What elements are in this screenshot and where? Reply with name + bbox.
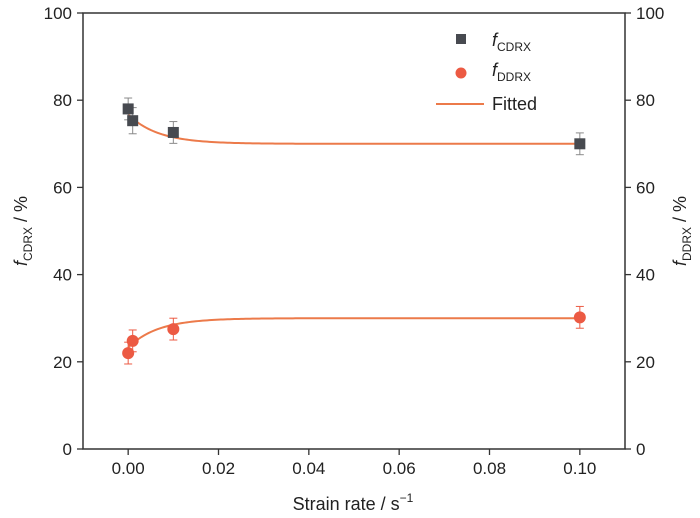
data-point-cdrx bbox=[574, 138, 586, 150]
x-tick-label: 0.00 bbox=[112, 459, 145, 478]
data-point-ddrx bbox=[167, 323, 180, 336]
x-axis-ticks: 0.00 0.02 0.04 0.06 0.08 0.10 bbox=[112, 449, 596, 478]
data-point-cdrx bbox=[122, 103, 134, 115]
x-axis-title: Strain rate / s−1 bbox=[293, 491, 414, 514]
data-point-ddrx bbox=[126, 334, 139, 347]
data-markers bbox=[122, 103, 586, 360]
legend: fCDRX fDDRX Fitted bbox=[436, 30, 537, 114]
y-left-tick-label: 100 bbox=[44, 4, 72, 23]
x-tick-label: 0.02 bbox=[202, 459, 235, 478]
x-tick-label: 0.10 bbox=[563, 459, 596, 478]
data-point-cdrx bbox=[167, 126, 179, 138]
data-point-ddrx bbox=[122, 347, 135, 360]
x-tick-label: 0.04 bbox=[292, 459, 325, 478]
fitted-curves bbox=[127, 113, 580, 349]
legend-label-ddrx: fDDRX bbox=[492, 60, 531, 84]
y-right-tick-label: 100 bbox=[636, 4, 664, 23]
legend-label-cdrx: fCDRX bbox=[492, 30, 531, 54]
y-left-tick-label: 80 bbox=[53, 91, 72, 110]
plot-frame bbox=[82, 12, 626, 450]
fitted-curve bbox=[127, 113, 580, 145]
data-point-cdrx bbox=[127, 115, 139, 127]
y-axis-right-title: fDDRX / % bbox=[670, 196, 694, 266]
y-right-tick-label: 60 bbox=[636, 178, 655, 197]
x-tick-label: 0.08 bbox=[473, 459, 506, 478]
y-left-tick-label: 60 bbox=[53, 178, 72, 197]
y-axis-left-title: fCDRX / % bbox=[11, 196, 35, 266]
y-right-tick-label: 40 bbox=[636, 266, 655, 285]
legend-label-fitted: Fitted bbox=[492, 94, 537, 114]
y-right-tick-label: 0 bbox=[636, 440, 645, 459]
legend-marker-cdrx bbox=[456, 34, 466, 44]
x-tick-label: 0.06 bbox=[383, 459, 416, 478]
plot-area-border bbox=[82, 12, 626, 450]
y-left-tick-label: 0 bbox=[63, 440, 72, 459]
y-axis-left-ticks: 0 20 40 60 80 100 bbox=[44, 4, 83, 459]
data-point-ddrx bbox=[573, 311, 586, 324]
y-left-tick-label: 40 bbox=[53, 266, 72, 285]
y-left-tick-label: 20 bbox=[53, 353, 72, 372]
y-right-tick-label: 80 bbox=[636, 91, 655, 110]
error-bars bbox=[124, 97, 584, 365]
legend-marker-ddrx bbox=[455, 67, 467, 79]
y-right-tick-label: 20 bbox=[636, 353, 655, 372]
fitted-curve bbox=[127, 317, 580, 349]
y-axis-right-ticks: 0 20 40 60 80 100 bbox=[625, 4, 664, 459]
